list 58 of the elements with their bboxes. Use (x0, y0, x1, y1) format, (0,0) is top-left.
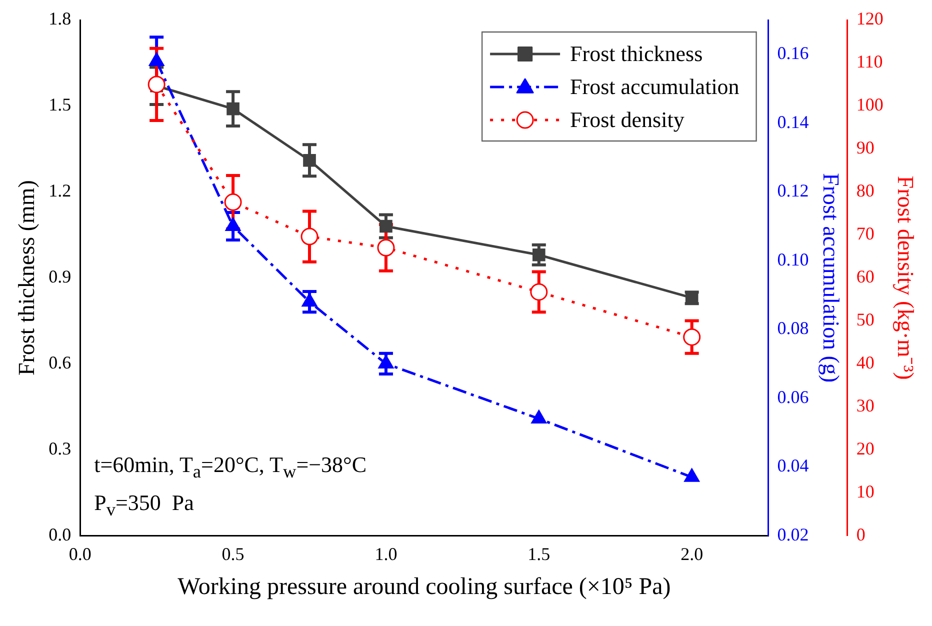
y-tick-label: 1.2 (48, 180, 72, 201)
y3-tick-label: 110 (856, 52, 883, 72)
x-tick-label: 0.5 (222, 544, 244, 564)
y-tick-label: 1.5 (48, 94, 72, 115)
point (302, 293, 318, 307)
y2-tick-label: 0.02 (777, 524, 809, 544)
x-axis-title: Working pressure around cooling surface (×10⁵ Pa) (178, 574, 671, 600)
point (148, 52, 164, 66)
x-tick-label: 2.0 (680, 544, 704, 564)
y3-axis-title: Frost density (kg·m⁻³) (893, 176, 918, 380)
y2-tick-label: 0.10 (777, 249, 809, 270)
y2-tick-label: 0.06 (777, 386, 809, 407)
y-axis-title: Frost thickness (mm) (14, 180, 39, 376)
y2-tick-label: 0.04 (777, 456, 809, 476)
point (683, 328, 701, 346)
y-tick-label: 0.9 (48, 266, 72, 287)
y3-tick-label: 10 (856, 481, 874, 502)
y-tick-label: 0.3 (48, 438, 72, 458)
y3-tick-label: 90 (856, 138, 874, 158)
y3-tick-label: 80 (856, 180, 874, 201)
legend-label: Frost accumulation (570, 74, 740, 99)
y2-tick-label: 0.08 (777, 318, 809, 338)
point (225, 217, 241, 231)
y3-tick-label: 70 (856, 224, 874, 244)
legend-label: Frost thickness (570, 40, 703, 66)
y3-tick-label: 30 (856, 395, 874, 416)
annotation: P$_{v}$=350 Pa (94, 488, 195, 522)
y3-tick-label: 120 (856, 8, 884, 29)
y-tick-label: 0.0 (48, 524, 72, 544)
y3-tick-label: 40 (856, 352, 874, 372)
y3-tick-label: 0 (856, 524, 866, 544)
y3-tick-label: 100 (856, 94, 884, 115)
x-tick-label: 1.0 (374, 544, 398, 564)
y2-tick-label: 0.12 (777, 180, 809, 201)
legend-label: Frost density (570, 106, 684, 132)
point (532, 248, 546, 262)
y-tick-label: 1.8 (48, 8, 72, 29)
point (378, 354, 394, 368)
point (531, 410, 547, 424)
point (684, 468, 700, 482)
point (377, 238, 395, 256)
point (148, 76, 166, 94)
annotation: t=60min, T$_{a}$=20°C, T$_{w}$=−38°C (94, 450, 366, 483)
y3-tick-label: 20 (856, 438, 874, 458)
point (530, 283, 548, 301)
point (380, 220, 392, 233)
x-tick-label: 0.0 (68, 544, 92, 564)
y3-tick-label: 50 (856, 310, 874, 330)
point (300, 228, 318, 246)
y-tick-label: 0.6 (48, 352, 72, 372)
y2-tick-label: 0.14 (777, 112, 809, 132)
x-tick-label: 1.5 (528, 544, 550, 564)
y2-tick-label: 0.16 (777, 43, 809, 64)
point (303, 154, 316, 167)
y3-tick-label: 60 (856, 266, 874, 287)
point (224, 193, 242, 211)
y2-axis-title: Frost accumulation (g) (818, 173, 844, 383)
point (226, 102, 240, 116)
